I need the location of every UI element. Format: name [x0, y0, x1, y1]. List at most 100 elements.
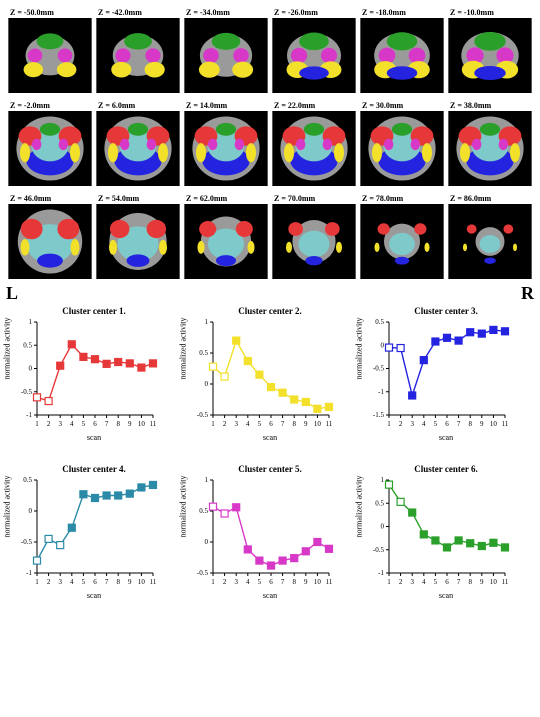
chart-xlabel: scan	[361, 433, 531, 442]
svg-text:9: 9	[128, 578, 132, 586]
svg-text:11: 11	[502, 578, 509, 586]
chart-plot: -1.5-1-0.500.51234567891011	[361, 318, 511, 433]
svg-text:9: 9	[480, 578, 484, 586]
svg-text:3: 3	[410, 420, 414, 428]
chart-plot: -1-0.500.511234567891011	[361, 476, 511, 591]
slice-z-label: Z = -26.0mm	[272, 8, 356, 17]
chart-title: Cluster center 2.	[185, 306, 355, 316]
chart-ylabel: normalized activity	[3, 318, 12, 380]
brain-slice: Z = -50.0mm	[8, 8, 92, 98]
svg-text:1: 1	[29, 318, 33, 326]
svg-text:0.5: 0.5	[199, 507, 208, 515]
cluster-chart: Cluster center 5.normalized activity-0.5…	[185, 464, 355, 622]
brain-slice: Z = 86.0mm	[448, 194, 532, 284]
svg-text:1: 1	[211, 420, 215, 428]
chart-ylabel: normalized activity	[179, 318, 188, 380]
chart-xlabel: scan	[185, 433, 355, 442]
svg-text:4: 4	[70, 420, 74, 428]
svg-text:8: 8	[292, 578, 296, 586]
chart-plot: -0.500.511234567891011	[185, 476, 335, 591]
svg-text:3: 3	[58, 578, 62, 586]
svg-text:4: 4	[422, 420, 426, 428]
svg-text:0.5: 0.5	[199, 349, 208, 357]
svg-text:0: 0	[381, 341, 385, 349]
svg-text:2: 2	[399, 578, 403, 586]
brain-slice-image	[360, 111, 444, 186]
svg-text:0: 0	[29, 507, 33, 515]
brain-slice: Z = 22.0mm	[272, 101, 356, 191]
slice-z-label: Z = -2.0mm	[8, 101, 92, 110]
brain-slice: Z = -2.0mm	[8, 101, 92, 191]
svg-text:-0.5: -0.5	[197, 569, 209, 577]
svg-text:6: 6	[445, 420, 449, 428]
brain-slice-image	[96, 111, 180, 186]
slice-z-label: Z = 78.0mm	[360, 194, 444, 203]
brain-slice: Z = 38.0mm	[448, 101, 532, 191]
brain-slice-image	[96, 18, 180, 93]
svg-text:3: 3	[410, 578, 414, 586]
svg-text:3: 3	[234, 578, 238, 586]
brain-slice-image	[360, 204, 444, 279]
svg-text:5: 5	[434, 420, 438, 428]
svg-text:10: 10	[490, 420, 498, 428]
svg-text:8: 8	[468, 578, 472, 586]
brain-slice: Z = 30.0mm	[360, 101, 444, 191]
svg-text:2: 2	[223, 578, 227, 586]
brain-row: Z = -50.0mmZ = -42.0mm Z = -34.0mm Z = -26…	[8, 8, 532, 98]
cluster-chart: Cluster center 6.normalized activity-1-0…	[361, 464, 531, 622]
svg-text:8: 8	[292, 420, 296, 428]
svg-text:10: 10	[314, 578, 322, 586]
left-label: L	[6, 283, 18, 304]
brain-slice-image	[360, 18, 444, 93]
brain-slice-image	[184, 204, 268, 279]
chart-xlabel: scan	[9, 591, 179, 600]
svg-text:11: 11	[502, 420, 509, 428]
svg-text:0: 0	[205, 538, 209, 546]
brain-slice: Z = 70.0mm	[272, 194, 356, 284]
svg-text:-0.5: -0.5	[373, 365, 385, 373]
slice-z-label: Z = 6.0mm	[96, 101, 180, 110]
brain-slice: Z = -18.0mm	[360, 8, 444, 98]
svg-text:0: 0	[205, 380, 209, 388]
brain-slice-image	[8, 204, 92, 279]
slice-z-label: Z = 62.0mm	[184, 194, 268, 203]
slice-z-label: Z = 22.0mm	[272, 101, 356, 110]
svg-text:7: 7	[281, 420, 285, 428]
svg-text:-0.5: -0.5	[373, 546, 385, 554]
chart-plot: -1-0.500.51234567891011	[9, 476, 159, 591]
brain-slice: Z = 78.0mm	[360, 194, 444, 284]
svg-text:3: 3	[58, 420, 62, 428]
brain-slice-image	[448, 111, 532, 186]
svg-text:4: 4	[246, 578, 250, 586]
svg-text:1: 1	[205, 476, 209, 484]
brain-slice: Z = -34.0mm	[184, 8, 268, 98]
brain-slice: Z = -42.0mm	[96, 8, 180, 98]
cluster-chart: Cluster center 4.normalized activity-1-0…	[9, 464, 179, 622]
svg-text:7: 7	[105, 420, 109, 428]
chart-title: Cluster center 5.	[185, 464, 355, 474]
svg-text:11: 11	[326, 578, 333, 586]
svg-text:1: 1	[381, 476, 385, 484]
svg-text:8: 8	[468, 420, 472, 428]
cluster-chart: Cluster center 2.normalized activity-0.5…	[185, 306, 355, 464]
svg-text:11: 11	[326, 420, 333, 428]
brain-slice-image	[272, 204, 356, 279]
slice-z-label: Z = -34.0mm	[184, 8, 268, 17]
svg-text:-1: -1	[378, 569, 384, 577]
slice-z-label: Z = 30.0mm	[360, 101, 444, 110]
chart-xlabel: scan	[185, 591, 355, 600]
brain-slice: Z = -10.0mm	[448, 8, 532, 98]
svg-text:1: 1	[387, 578, 391, 586]
brain-slice-image	[448, 204, 532, 279]
svg-text:10: 10	[490, 578, 498, 586]
laterality-labels: L R	[0, 283, 540, 304]
svg-text:1: 1	[387, 420, 391, 428]
svg-text:-1: -1	[378, 388, 384, 396]
svg-text:8: 8	[116, 578, 120, 586]
chart-xlabel: scan	[9, 433, 179, 442]
chart-title: Cluster center 6.	[361, 464, 531, 474]
svg-text:9: 9	[304, 578, 308, 586]
svg-text:5: 5	[258, 420, 262, 428]
svg-text:3: 3	[234, 420, 238, 428]
slice-z-label: Z = 70.0mm	[272, 194, 356, 203]
